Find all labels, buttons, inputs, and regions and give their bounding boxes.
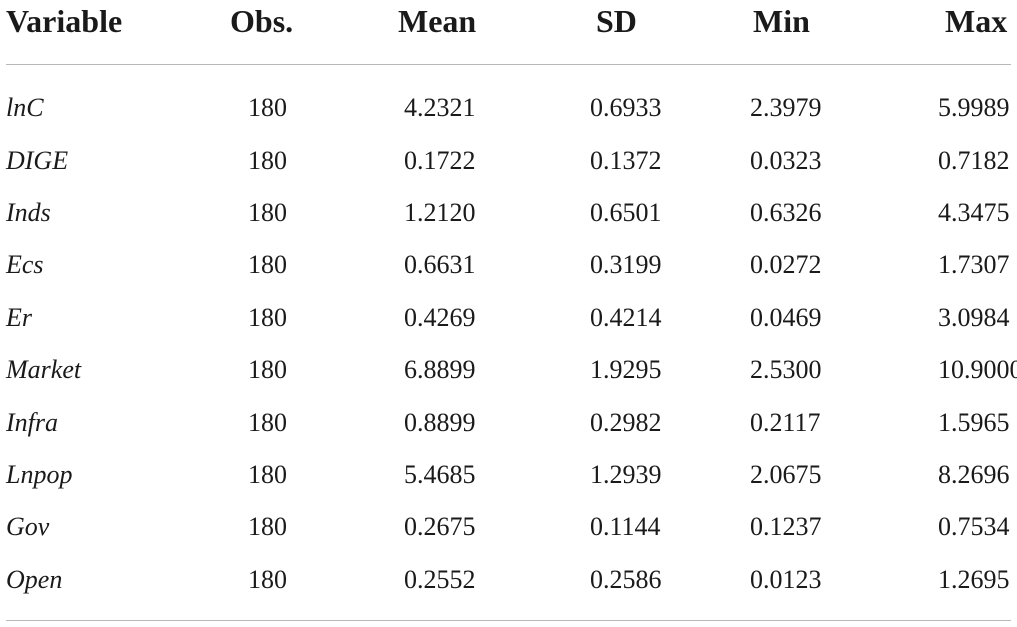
cell-obs: 180 — [248, 355, 287, 385]
cell-obs: 180 — [248, 302, 287, 332]
cell-max: 0.7182 — [938, 145, 1010, 175]
cell-mean: 0.1722 — [404, 145, 476, 175]
cell-min: 0.0123 — [750, 564, 822, 594]
table-row: Lnpop 180 5.4685 1.2939 2.0675 8.2696 — [6, 449, 1011, 501]
cell-obs: 180 — [248, 407, 287, 437]
cell-mean: 0.2675 — [404, 512, 476, 542]
header-divider — [6, 64, 1011, 65]
cell-mean: 6.8899 — [404, 355, 476, 385]
cell-sd: 0.4214 — [590, 302, 662, 332]
cell-sd: 0.2982 — [590, 407, 662, 437]
cell-min: 0.6326 — [750, 197, 822, 227]
header-mean: Mean — [398, 3, 477, 39]
cell-variable: DIGE — [6, 145, 69, 175]
cell-obs: 180 — [248, 197, 287, 227]
cell-mean: 0.2552 — [404, 564, 476, 594]
cell-sd: 0.3199 — [590, 250, 662, 280]
cell-min: 0.0469 — [750, 302, 822, 332]
cell-min: 2.5300 — [750, 355, 822, 385]
cell-sd: 0.6501 — [590, 197, 662, 227]
cell-min: 2.3979 — [750, 93, 822, 123]
table-row: Market 180 6.8899 1.9295 2.5300 10.9000 — [6, 344, 1017, 396]
cell-max: 1.7307 — [938, 250, 1010, 280]
cell-mean: 1.2120 — [404, 197, 476, 227]
cell-max: 10.9000 — [938, 355, 1017, 385]
table-bottom-rule — [6, 619, 1011, 621]
table-row: Infra 180 0.8899 0.2982 0.2117 1.5965 — [6, 396, 1011, 448]
header-obs: Obs. — [230, 3, 294, 39]
cell-variable: Open — [6, 564, 63, 594]
cell-obs: 180 — [248, 564, 287, 594]
table-body: lnC 180 4.2321 0.6933 2.3979 5.9989 DIGE 180 0.1… — [6, 82, 1017, 606]
cell-mean: 4.2321 — [404, 93, 476, 123]
cell-obs: 180 — [248, 93, 287, 123]
cell-sd: 0.1144 — [590, 512, 661, 542]
table-row: Er 180 0.4269 0.4214 0.0469 3.0984 — [6, 292, 1011, 344]
table-row: Open 180 0.2552 0.2586 0.0123 1.2695 — [6, 554, 1011, 606]
header-sd: SD — [596, 3, 637, 39]
cell-min: 0.0272 — [750, 250, 822, 280]
cell-sd: 0.2586 — [590, 564, 662, 594]
header-min: Min — [753, 3, 810, 39]
cell-mean: 0.6631 — [404, 250, 476, 280]
cell-min: 0.1237 — [750, 512, 822, 542]
cell-variable: Ecs — [6, 250, 44, 280]
cell-mean: 0.8899 — [404, 407, 476, 437]
cell-variable: Er — [6, 302, 32, 332]
cell-sd: 1.2939 — [590, 459, 662, 489]
cell-mean: 0.4269 — [404, 302, 476, 332]
cell-obs: 180 — [248, 512, 287, 542]
cell-min: 0.2117 — [750, 407, 821, 437]
header-max: Max — [945, 3, 1008, 39]
cell-obs: 180 — [248, 145, 287, 175]
table-row: Inds 180 1.2120 0.6501 0.6326 4.3475 — [6, 187, 1011, 239]
cell-max: 0.7534 — [938, 512, 1010, 542]
cell-variable: Lnpop — [6, 459, 73, 489]
cell-max: 3.0984 — [938, 302, 1010, 332]
cell-sd: 0.6933 — [590, 93, 662, 123]
table-row: lnC 180 4.2321 0.6933 2.3979 5.9989 — [6, 82, 1011, 134]
cell-max: 1.2695 — [938, 564, 1010, 594]
cell-variable: Market — [6, 355, 82, 385]
table-row: Gov 180 0.2675 0.1144 0.1237 0.7534 — [6, 501, 1011, 553]
cell-max: 8.2696 — [938, 459, 1010, 489]
cell-sd: 0.1372 — [590, 145, 662, 175]
cell-sd: 1.9295 — [590, 355, 662, 385]
descriptive-statistics-table: Variable Obs. Mean SD Min Max lnC 180 4.23… — [6, 0, 1017, 621]
cell-variable: Infra — [6, 407, 58, 437]
cell-min: 0.0323 — [750, 145, 822, 175]
header-variable: Variable — [6, 3, 123, 39]
cell-obs: 180 — [248, 459, 287, 489]
table-header-row: Variable Obs. Mean SD Min Max — [6, 0, 1011, 42]
cell-variable: lnC — [6, 93, 44, 123]
cell-variable: Inds — [6, 197, 51, 227]
cell-obs: 180 — [248, 250, 287, 280]
cell-min: 2.0675 — [750, 459, 822, 489]
table-row: DIGE 180 0.1722 0.1372 0.0323 0.7182 — [6, 134, 1011, 186]
cell-mean: 5.4685 — [404, 459, 476, 489]
cell-max: 5.9989 — [938, 93, 1010, 123]
cell-max: 4.3475 — [938, 197, 1010, 227]
cell-variable: Gov — [6, 512, 50, 542]
cell-max: 1.5965 — [938, 407, 1010, 437]
table-row: Ecs 180 0.6631 0.3199 0.0272 1.7307 — [6, 239, 1011, 291]
